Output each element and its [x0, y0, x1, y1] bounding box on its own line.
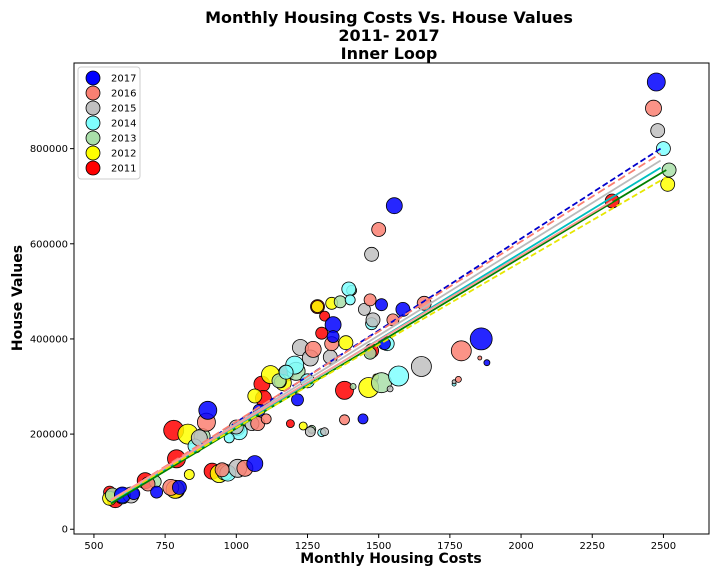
legend-marker-2014 — [85, 115, 101, 131]
data-point-2015 — [357, 302, 371, 316]
legend-label-2013: 2013 — [111, 134, 136, 145]
data-point-2017 — [357, 413, 369, 425]
y-tick-label: 0 — [62, 525, 68, 536]
trend-line-2012 — [110, 176, 667, 502]
data-point-2017 — [326, 330, 340, 344]
data-point-2011 — [335, 380, 354, 400]
data-point-2014 — [278, 364, 294, 380]
data-point-2014 — [341, 281, 357, 297]
legend-marker-2017 — [85, 70, 101, 86]
data-point-2017 — [646, 72, 666, 92]
data-point-2015 — [386, 385, 394, 393]
data-point-2017 — [198, 400, 218, 420]
x-tick-label: 1750 — [437, 541, 462, 552]
data-point-2016 — [450, 340, 472, 362]
data-point-2015 — [304, 426, 316, 438]
plot-frame — [73, 62, 710, 535]
legend-marker-2013 — [85, 130, 101, 146]
trend-line-2011 — [110, 200, 613, 501]
data-point-2015 — [410, 356, 432, 377]
data-point-2016 — [645, 99, 662, 117]
data-point-2014 — [388, 365, 410, 387]
x-axis-label: Monthly Housing Costs — [300, 551, 482, 567]
data-point-2015 — [650, 123, 666, 139]
data-point-2012 — [247, 388, 263, 404]
x-tick-label: 2250 — [580, 541, 605, 552]
legend-label-2015: 2015 — [111, 104, 136, 115]
x-tick-label: 1000 — [224, 541, 249, 552]
legend: 2017 2016 2015 2014 2013 2012 2011 — [77, 66, 141, 180]
data-point-2012 — [660, 176, 676, 192]
data-point-2016 — [477, 355, 483, 361]
data-point-2015 — [364, 246, 380, 262]
data-point-2012 — [298, 421, 308, 431]
data-point-2017 — [483, 359, 491, 367]
chart-title-line-3: Inner Loop — [341, 44, 438, 63]
data-point-2015 — [320, 427, 330, 437]
legend-label-2011: 2011 — [111, 164, 136, 175]
trend-line-2013 — [110, 169, 667, 505]
y-tick-label: 600000 — [30, 239, 68, 250]
data-point-2011 — [285, 419, 295, 429]
data-point-2012 — [338, 335, 354, 351]
data-point-2017 — [246, 455, 264, 473]
legend-marker-2012 — [85, 145, 101, 161]
data-point-2013 — [349, 383, 357, 390]
data-point-2017 — [375, 298, 388, 312]
chart-title-line-2: 2011- 2017 — [338, 26, 439, 45]
data-point-2016 — [260, 413, 272, 425]
data-point-2013 — [661, 162, 677, 178]
legend-label-2012: 2012 — [111, 149, 136, 160]
data-point-2011 — [319, 310, 331, 322]
data-point-2017 — [469, 327, 493, 351]
data-point-2017 — [291, 393, 304, 407]
y-axis-label: House Values — [10, 245, 26, 351]
data-point-2015 — [365, 312, 381, 328]
data-point-2016 — [363, 293, 377, 307]
data-point-2016 — [339, 414, 350, 426]
legend-marker-2011 — [85, 160, 101, 176]
y-tick-label: 800000 — [30, 144, 68, 155]
x-tick-label: 750 — [156, 541, 175, 552]
legend-marker-2015 — [85, 100, 101, 116]
data-point-2016 — [214, 462, 230, 478]
data-point-2016 — [454, 375, 462, 383]
y-tick-label: 400000 — [30, 334, 68, 345]
x-tick-label: 500 — [84, 541, 103, 552]
axes: 500 750 1000 1250 1500 1750 2000 2250 2500 0 20000… — [30, 144, 676, 552]
data-point-2017 — [171, 479, 187, 495]
data-point-2014 — [656, 141, 671, 157]
data-point-2016 — [371, 222, 387, 237]
data-point-2017 — [150, 485, 164, 499]
chart-title-line-1: Monthly Housing Costs Vs. House Values — [205, 8, 573, 27]
data-point-2017 — [385, 197, 403, 215]
legend-label-2014: 2014 — [111, 119, 136, 130]
legend-marker-2016 — [85, 85, 101, 101]
legend-label-2016: 2016 — [111, 89, 136, 100]
y-tick-label: 200000 — [30, 430, 68, 441]
data-point-2012 — [183, 469, 195, 480]
legend-label-2017: 2017 — [111, 74, 136, 85]
x-tick-label: 1250 — [295, 541, 320, 552]
trend-lines — [110, 147, 667, 505]
data-point-2013 — [333, 295, 347, 309]
data-point-2014 — [344, 294, 356, 306]
data-point-2016 — [304, 340, 322, 358]
x-tick-label: 2500 — [651, 541, 676, 552]
trend-line-2016 — [110, 152, 662, 502]
x-tick-label: 2000 — [508, 541, 533, 552]
data-point-2012 — [311, 300, 324, 314]
x-tick-label: 1500 — [366, 541, 391, 552]
